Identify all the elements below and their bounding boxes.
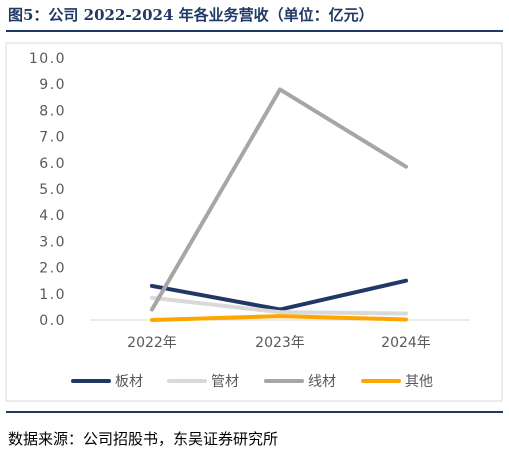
- y-tick-label: 10.0: [29, 51, 66, 67]
- y-tick-label: 6.0: [39, 156, 66, 172]
- y-tick-label: 1.0: [39, 287, 66, 303]
- legend-label: 管材: [211, 374, 239, 390]
- chart-series: [150, 87, 408, 322]
- y-tick-label: 5.0: [39, 182, 66, 198]
- x-tick-label: 2024年: [381, 335, 431, 351]
- legend-label: 线材: [308, 374, 336, 390]
- source-note: 数据来源：公司招股书，东吴证券研究所: [8, 430, 279, 448]
- x-tick-label: 2023年: [255, 335, 305, 351]
- legend-label: 其他: [405, 374, 433, 390]
- y-tick-label: 7.0: [39, 130, 66, 146]
- x-tick-label: 2022年: [127, 335, 177, 351]
- series-line-板材: [150, 278, 408, 312]
- series-line-其他: [150, 314, 408, 322]
- y-tick-label: 8.0: [39, 103, 66, 119]
- series-line-线材: [150, 87, 408, 312]
- top-divider: [6, 30, 503, 32]
- y-tick-label: 0.0: [39, 313, 66, 329]
- chart-axes: 0.0 1.0 2.0 3.0 4.0 5.0 6.0 7.0 8.0 9.0 10.0 2022年 2…: [29, 51, 470, 351]
- figure-title: 图5：公司 2022-2024 年各业务营收（单位：亿元）: [8, 6, 374, 24]
- y-tick-label: 3.0: [39, 234, 66, 250]
- y-tick-label: 2.0: [39, 261, 66, 277]
- chart-border: [5, 42, 503, 402]
- y-tick-label: 9.0: [39, 77, 66, 93]
- bottom-divider: [6, 411, 503, 413]
- legend-label: 板材: [115, 374, 143, 390]
- series-line-管材: [150, 295, 408, 316]
- chart-legend: 板材 管材 线材 其他: [71, 374, 433, 390]
- y-tick-label: 4.0: [39, 208, 66, 224]
